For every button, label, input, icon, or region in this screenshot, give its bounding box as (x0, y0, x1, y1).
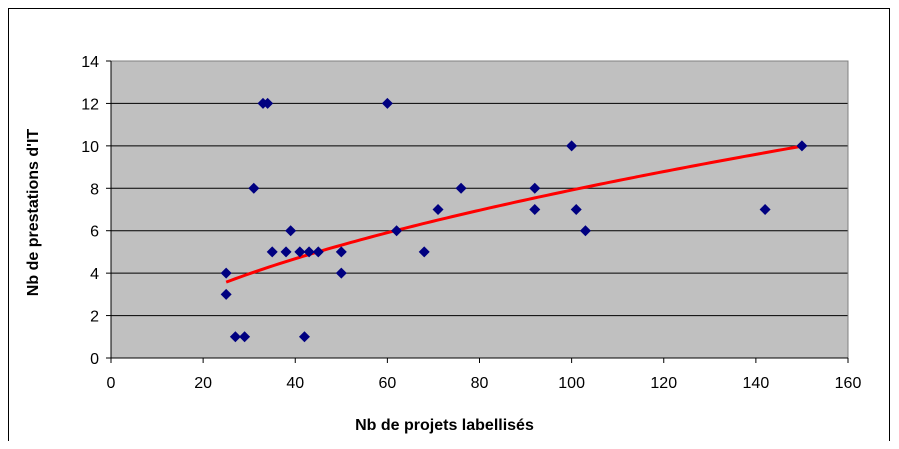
data-point-marker (248, 182, 260, 194)
data-point-marker (298, 331, 310, 343)
x-tick-label: 0 (107, 375, 116, 392)
y-tick-label: 10 (81, 139, 99, 156)
data-point-marker (579, 225, 591, 237)
data-point-marker (280, 246, 292, 258)
y-axis-label: Nb de prestations d'IT (25, 129, 42, 297)
data-point-marker (285, 225, 297, 237)
chart-frame (8, 8, 890, 441)
x-tick-label: 120 (650, 375, 677, 392)
data-point-marker (220, 288, 232, 300)
data-point-marker (529, 182, 541, 194)
data-point-marker (570, 204, 582, 215)
y-tick-label: 12 (81, 96, 99, 113)
data-point-marker (566, 140, 578, 152)
data-point-marker (455, 182, 467, 194)
x-tick-label: 140 (743, 375, 770, 392)
data-point-marker (418, 246, 430, 258)
x-tick-label: 20 (194, 375, 212, 392)
data-point-marker (381, 97, 393, 109)
data-point-marker (335, 246, 347, 258)
data-point-marker (262, 97, 274, 109)
x-tick-label: 80 (471, 375, 489, 392)
data-point-marker (294, 246, 306, 258)
data-point-marker (220, 267, 232, 279)
y-tick-label: 2 (90, 309, 99, 326)
data-point-marker (796, 140, 808, 152)
data-point-marker (391, 225, 403, 237)
data-point-marker (312, 246, 324, 258)
x-tick-label: 160 (835, 375, 862, 392)
x-tick-label: 100 (558, 375, 585, 392)
data-point-marker (266, 246, 278, 258)
y-tick-label: 14 (81, 54, 99, 71)
x-axis: 0 20 40 60 80 100 120 140 160 (107, 61, 862, 392)
x-axis-label: Nb de projets labellisés (355, 417, 534, 434)
x-tick-label: 60 (378, 375, 396, 392)
data-point-marker (335, 267, 347, 279)
data-points (220, 97, 808, 343)
x-tick-label: 40 (286, 375, 304, 392)
y-tick-label: 6 (90, 224, 99, 241)
data-point-marker (759, 204, 771, 215)
data-point-marker (229, 331, 241, 343)
y-axis: 0 2 4 6 8 10 12 14 (81, 54, 111, 368)
data-point-marker (303, 246, 315, 258)
data-point-marker (239, 331, 251, 343)
y-tick-label: 0 (90, 351, 99, 368)
y-tick-label: 8 (90, 181, 99, 198)
data-point-marker (432, 204, 444, 215)
data-point-marker (529, 204, 541, 215)
y-tick-label: 4 (90, 266, 99, 283)
